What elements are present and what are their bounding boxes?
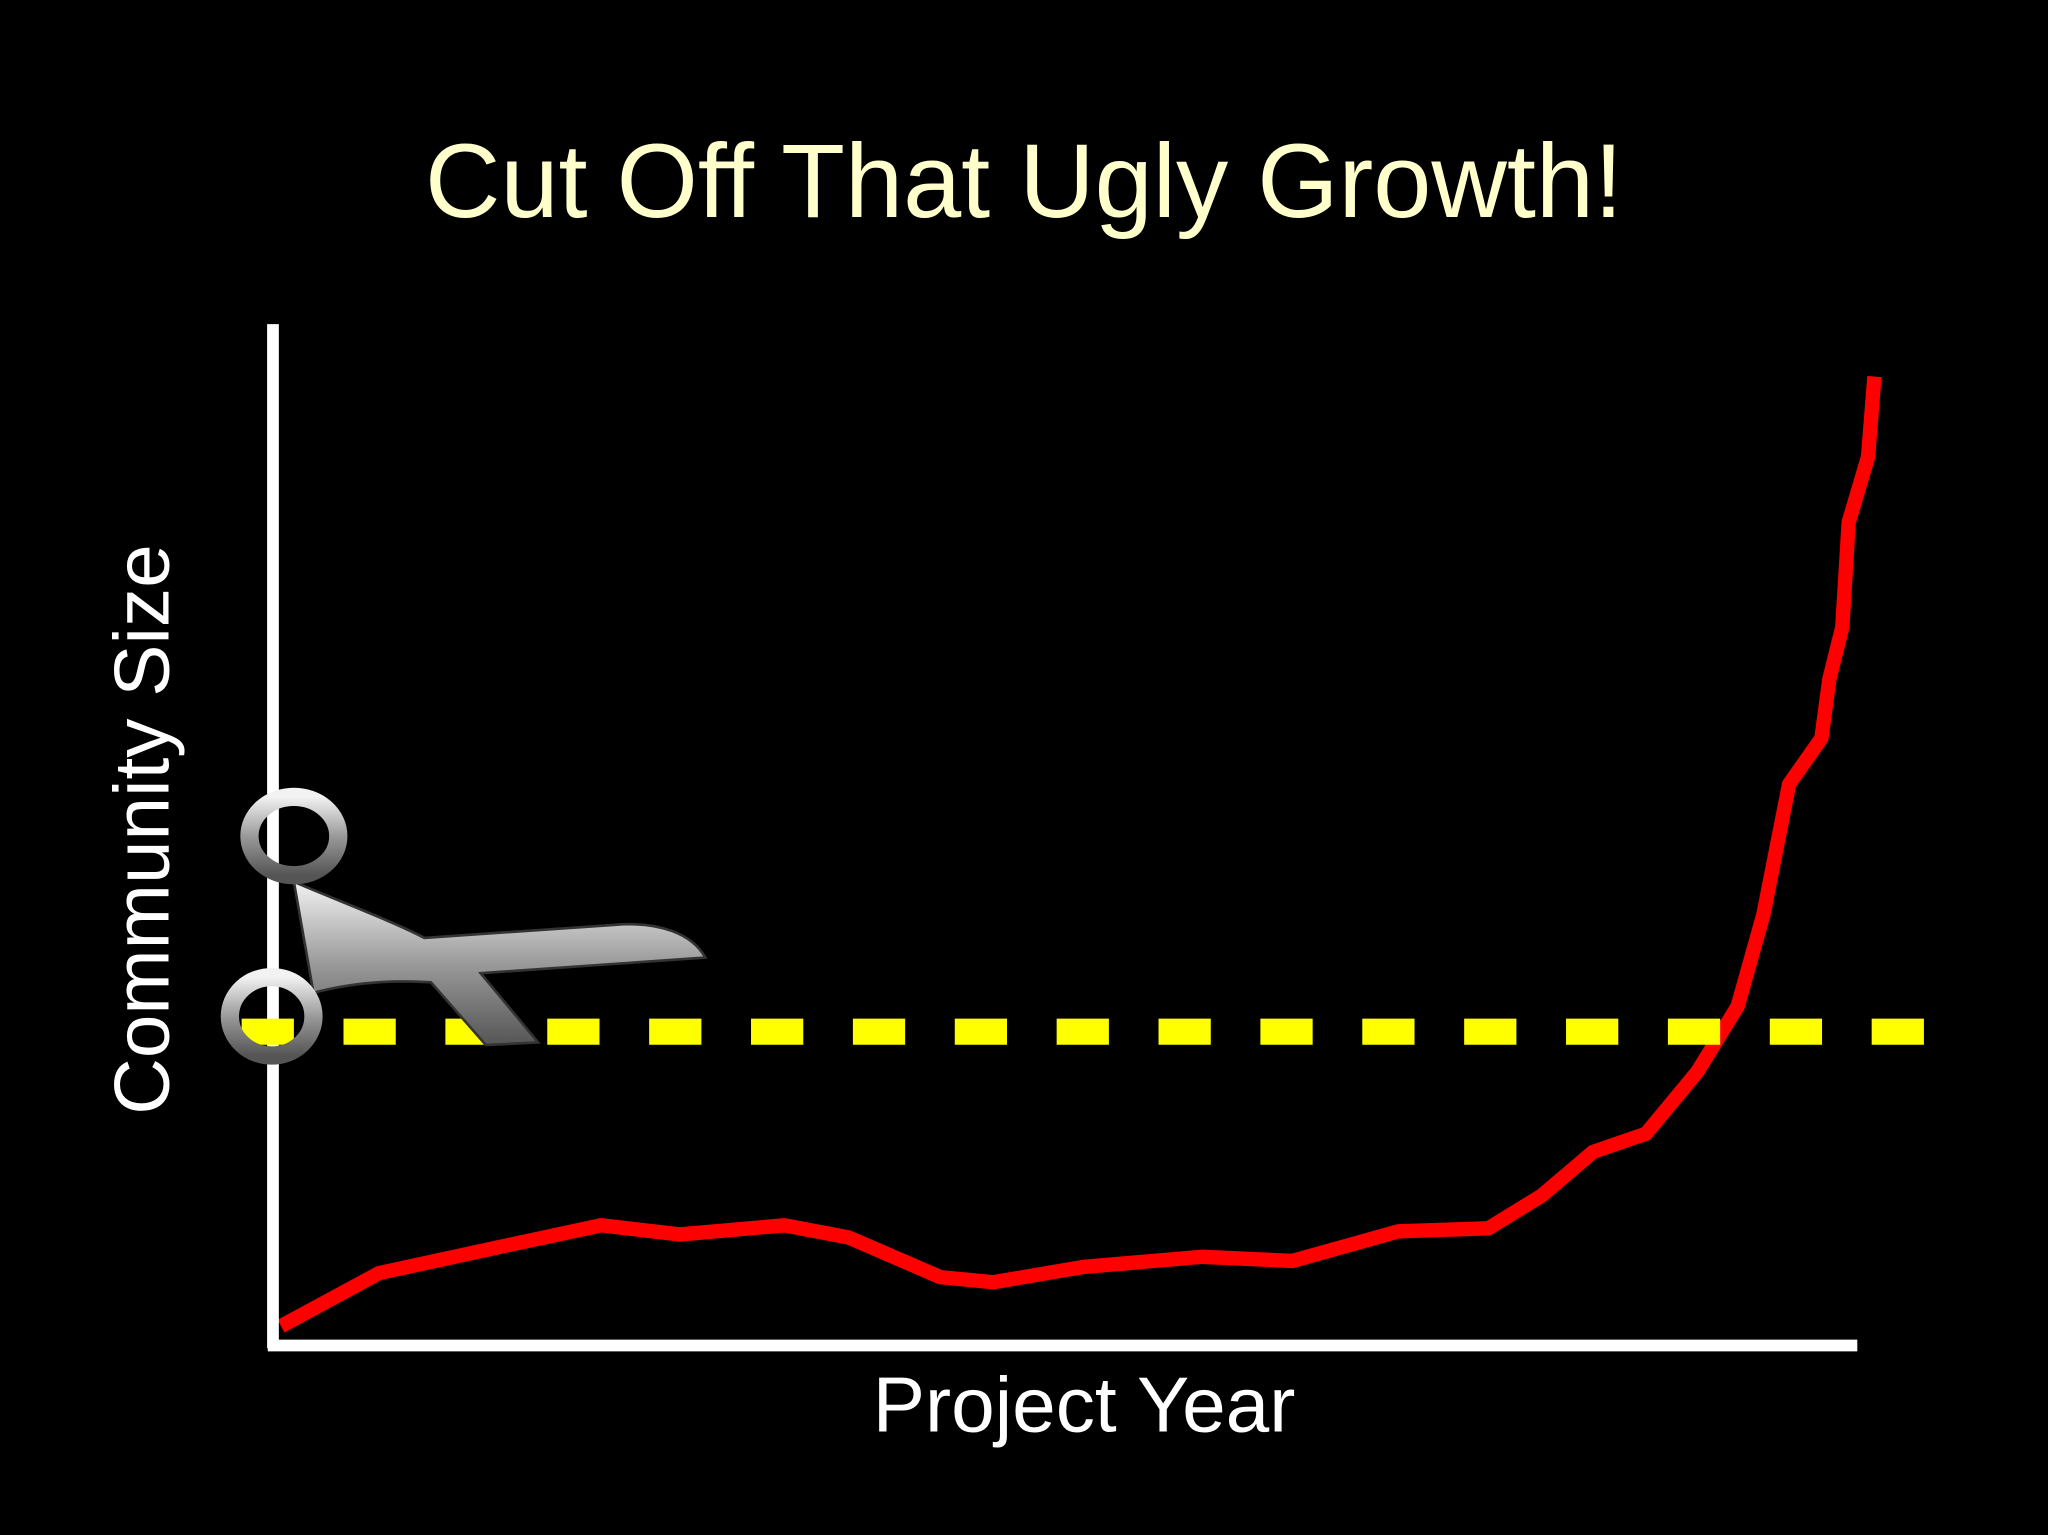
plot-area xyxy=(277,376,1882,1333)
x-axis-label: Project Year xyxy=(873,1360,1296,1448)
scissors xyxy=(220,787,708,1065)
data-line xyxy=(277,376,1882,1333)
chart-title: Cut Off That Ugly Growth! xyxy=(425,123,1623,240)
y-axis-label: Community Size xyxy=(97,544,185,1114)
